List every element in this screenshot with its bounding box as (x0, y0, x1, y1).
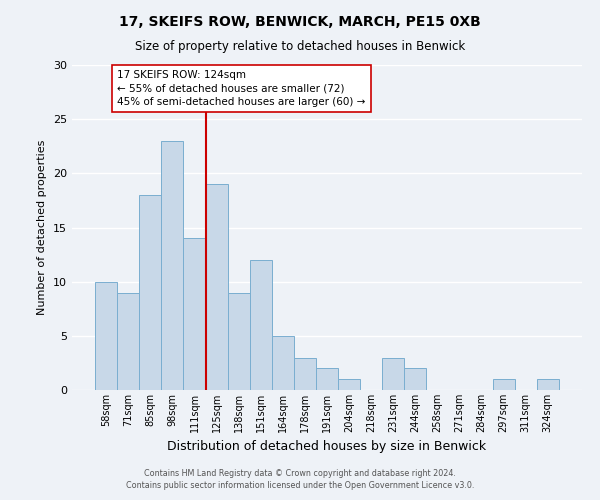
Bar (227, 292, 250, 390)
Bar (117, 292, 139, 390)
Bar (139, 195, 161, 390)
Bar (537, 379, 559, 390)
Bar (161, 141, 184, 390)
Bar (184, 238, 206, 390)
Bar (316, 368, 338, 390)
Text: Size of property relative to detached houses in Benwick: Size of property relative to detached ho… (135, 40, 465, 53)
X-axis label: Distribution of detached houses by size in Benwick: Distribution of detached houses by size … (167, 440, 487, 454)
Bar (382, 358, 404, 390)
Bar (404, 368, 427, 390)
Y-axis label: Number of detached properties: Number of detached properties (37, 140, 47, 315)
Text: Contains HM Land Registry data © Crown copyright and database right 2024.
Contai: Contains HM Land Registry data © Crown c… (126, 468, 474, 490)
Bar (493, 379, 515, 390)
Bar (294, 358, 316, 390)
Text: 17, SKEIFS ROW, BENWICK, MARCH, PE15 0XB: 17, SKEIFS ROW, BENWICK, MARCH, PE15 0XB (119, 15, 481, 29)
Bar (338, 379, 360, 390)
Bar (206, 184, 227, 390)
Text: 17 SKEIFS ROW: 124sqm
← 55% of detached houses are smaller (72)
45% of semi-deta: 17 SKEIFS ROW: 124sqm ← 55% of detached … (117, 70, 365, 107)
Bar (95, 282, 117, 390)
Bar (250, 260, 272, 390)
Bar (272, 336, 294, 390)
